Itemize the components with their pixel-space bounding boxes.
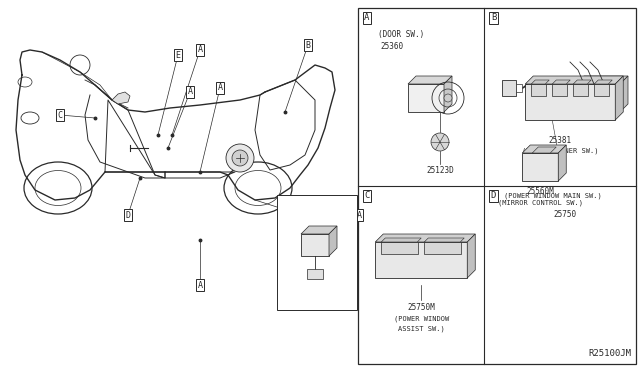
Polygon shape [301, 226, 337, 234]
Bar [525, 84, 615, 120]
Text: E: E [346, 225, 351, 234]
Polygon shape [381, 238, 421, 242]
Text: E: E [175, 51, 180, 60]
Polygon shape [467, 234, 476, 278]
Polygon shape [525, 76, 623, 84]
Text: 25750: 25750 [554, 210, 577, 219]
Text: A: A [364, 13, 370, 22]
Polygon shape [552, 80, 570, 84]
Bar [358, 8, 636, 364]
Polygon shape [375, 234, 476, 242]
Bar [573, 84, 588, 96]
Text: (POWER WINDOW: (POWER WINDOW [394, 315, 449, 321]
Circle shape [226, 144, 254, 172]
Bar [531, 84, 547, 96]
Bar [516, 84, 522, 92]
Polygon shape [329, 226, 337, 256]
Bar [522, 153, 558, 181]
Text: C: C [364, 192, 370, 201]
Text: A: A [188, 87, 193, 96]
Polygon shape [444, 76, 452, 112]
Text: (TRANK OPENER SW.): (TRANK OPENER SW.) [522, 148, 598, 154]
Text: 25750M: 25750M [408, 303, 435, 312]
Text: A: A [198, 45, 202, 55]
Polygon shape [424, 238, 464, 242]
Text: E: E [282, 199, 287, 208]
Text: 25750NA: 25750NA [299, 293, 331, 302]
Text: B: B [491, 13, 496, 22]
Text: 25123D: 25123D [426, 166, 454, 175]
Bar [381, 242, 419, 254]
Polygon shape [558, 145, 566, 181]
Polygon shape [615, 76, 623, 120]
Bar [576, 84, 620, 112]
Text: (POWER WINDOW MAIN SW.): (POWER WINDOW MAIN SW.) [504, 193, 602, 199]
Text: 25360: 25360 [380, 42, 403, 51]
Text: D: D [125, 211, 131, 219]
Text: A: A [218, 83, 223, 93]
Circle shape [431, 133, 449, 151]
Circle shape [232, 150, 248, 166]
Text: A: A [356, 211, 362, 219]
Polygon shape [531, 80, 549, 84]
Bar [424, 242, 461, 254]
Circle shape [444, 94, 452, 102]
Polygon shape [112, 92, 130, 104]
Bar [502, 80, 516, 96]
Text: D: D [491, 192, 496, 201]
Bar [307, 269, 323, 279]
Polygon shape [573, 80, 591, 84]
Polygon shape [532, 147, 556, 153]
Text: 25560M: 25560M [526, 187, 554, 196]
Polygon shape [620, 76, 628, 112]
Text: C: C [58, 110, 63, 119]
Text: B: B [305, 41, 310, 49]
Polygon shape [408, 76, 452, 84]
Text: (MIRROR CONTROL SW.): (MIRROR CONTROL SW.) [498, 199, 583, 205]
Polygon shape [576, 76, 628, 84]
Bar [408, 84, 444, 112]
Bar [595, 84, 609, 96]
Text: ASSIST SW.): ASSIST SW.) [398, 326, 445, 333]
Bar [552, 84, 567, 96]
Bar [301, 234, 329, 256]
Text: A: A [198, 280, 202, 289]
Text: (DOOR SW.): (DOOR SW.) [378, 30, 424, 39]
Bar [375, 242, 467, 278]
Polygon shape [522, 145, 566, 153]
Text: 25381: 25381 [548, 136, 572, 145]
Polygon shape [595, 80, 612, 84]
Bar [277, 195, 357, 310]
Text: R25100JM: R25100JM [588, 349, 631, 358]
